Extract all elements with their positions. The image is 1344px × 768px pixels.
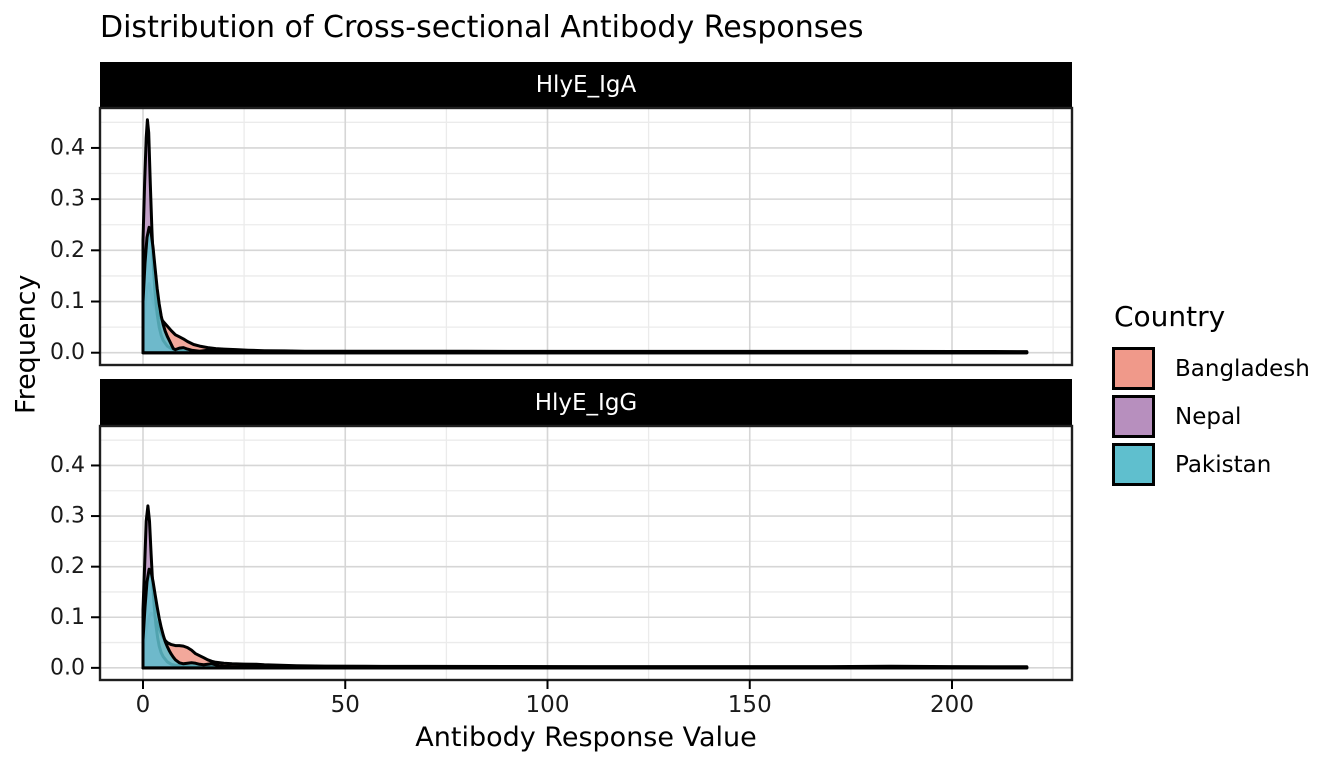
y-tick-label: 0.2 [50, 554, 85, 579]
legend-entry-pakistan: Pakistan [1112, 443, 1310, 486]
facet-strip-hlye-igg: HlyE_IgG [100, 379, 1072, 426]
y-tick-label: 0.3 [50, 504, 85, 529]
x-tick-label: 200 [930, 692, 974, 718]
y-tick-label: 0.1 [50, 605, 85, 630]
y-tick-label: 0.4 [50, 453, 85, 478]
x-tick-label: 50 [331, 692, 360, 718]
facet-strip-hlye-iga: HlyE_IgA [100, 62, 1072, 108]
facet-strip-label: HlyE_IgA [535, 72, 637, 98]
x-tick-label: 100 [526, 692, 570, 718]
y-tick-label: 0.2 [50, 238, 85, 263]
panel-hlye-igg: 0.0 0.1 0.2 0.3 0.4 0 50 100 150 200 [50, 424, 1074, 718]
legend-entry-nepal: Nepal [1112, 395, 1310, 438]
legend-label: Pakistan [1175, 451, 1272, 478]
x-tick-label: 150 [728, 692, 772, 718]
y-axis-title-text: Frequency [10, 274, 42, 414]
plot-title: Distribution of Cross-sectional Antibody… [100, 10, 864, 45]
y-tick-label: 0.0 [50, 655, 85, 680]
y-tick-label: 0.4 [50, 135, 85, 160]
density-area-pakistan [141, 225, 1029, 355]
legend-title: Country [1114, 300, 1226, 333]
legend-swatch-pakistan [1112, 443, 1155, 486]
legend-entry-bangladesh: Bangladesh [1112, 347, 1310, 390]
legend-label: Bangladesh [1175, 355, 1310, 382]
panel-hlye-iga: 0.0 0.1 0.2 0.3 0.4 [50, 106, 1074, 367]
x-tick-label: 0 [136, 692, 151, 718]
y-tick-label: 0.3 [50, 187, 85, 212]
y-tick-label: 0.1 [50, 289, 85, 314]
legend: Country Bangladesh Nepal Pakistan [1112, 300, 1310, 491]
legend-label: Nepal [1175, 403, 1242, 430]
y-tick-label: 0.0 [50, 340, 85, 365]
y-axis-title: Frequency [11, 275, 42, 414]
legend-swatch-bangladesh [1112, 347, 1155, 390]
density-area-pakistan [141, 567, 1029, 670]
legend-swatch-nepal [1112, 395, 1155, 438]
x-axis-title: Antibody Response Value [415, 722, 757, 753]
facet-strip-label: HlyE_IgG [534, 389, 638, 416]
